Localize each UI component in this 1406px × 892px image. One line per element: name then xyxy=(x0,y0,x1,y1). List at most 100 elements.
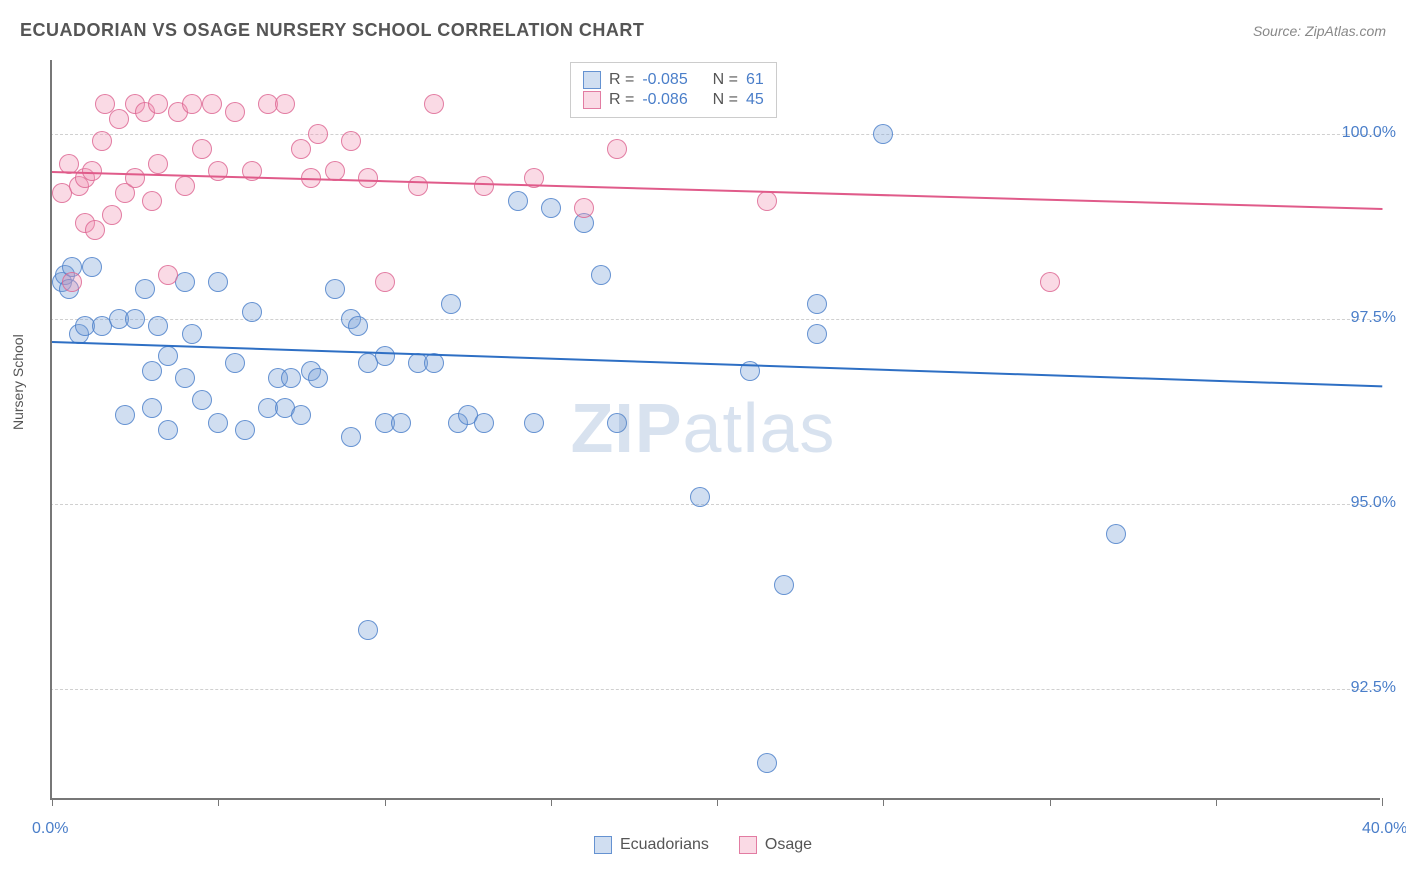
legend-n-label: N = xyxy=(713,71,738,89)
x-tick xyxy=(385,798,386,806)
scatter-point xyxy=(348,316,368,336)
scatter-point xyxy=(341,427,361,447)
scatter-point xyxy=(208,272,228,292)
scatter-point xyxy=(1106,524,1126,544)
scatter-point xyxy=(148,316,168,336)
x-tick-label: 0.0% xyxy=(32,820,68,838)
bottom-legend: Ecuadorians Osage xyxy=(0,836,1406,854)
trend-line xyxy=(52,171,1382,210)
scatter-point xyxy=(135,279,155,299)
scatter-point xyxy=(142,398,162,418)
scatter-point xyxy=(807,324,827,344)
bottom-legend-label: Ecuadorians xyxy=(620,836,709,854)
scatter-point xyxy=(158,420,178,440)
scatter-point xyxy=(308,124,328,144)
y-tick-label: 97.5% xyxy=(1336,309,1396,327)
scatter-point xyxy=(424,94,444,114)
x-tick xyxy=(551,798,552,806)
scatter-point xyxy=(242,302,262,322)
x-tick xyxy=(717,798,718,806)
bottom-legend-item: Ecuadorians xyxy=(594,836,709,854)
scatter-point xyxy=(158,265,178,285)
scatter-point xyxy=(607,139,627,159)
legend-n-label: N = xyxy=(713,91,738,109)
legend-r-value: -0.086 xyxy=(642,91,687,109)
scatter-point xyxy=(508,191,528,211)
chart-source: Source: ZipAtlas.com xyxy=(1253,23,1386,39)
x-tick xyxy=(1050,798,1051,806)
scatter-point xyxy=(774,575,794,595)
chart-header: ECUADORIAN VS OSAGE NURSERY SCHOOL CORRE… xyxy=(20,20,1386,41)
scatter-point xyxy=(308,368,328,388)
legend-row: R = -0.085 N = 61 xyxy=(583,71,764,89)
x-tick xyxy=(218,798,219,806)
y-tick-label: 92.5% xyxy=(1336,679,1396,697)
legend-swatch xyxy=(739,836,757,854)
scatter-point xyxy=(208,161,228,181)
scatter-point xyxy=(208,413,228,433)
x-tick xyxy=(883,798,884,806)
scatter-point xyxy=(142,361,162,381)
scatter-point xyxy=(82,257,102,277)
legend-swatch xyxy=(583,91,601,109)
scatter-point xyxy=(408,176,428,196)
y-tick-label: 95.0% xyxy=(1336,494,1396,512)
scatter-point xyxy=(175,368,195,388)
legend-n-value: 61 xyxy=(746,71,764,89)
scatter-point xyxy=(85,220,105,240)
scatter-point xyxy=(225,102,245,122)
bottom-legend-label: Osage xyxy=(765,836,812,854)
scatter-point xyxy=(391,413,411,433)
scatter-point xyxy=(690,487,710,507)
scatter-point xyxy=(115,405,135,425)
scatter-point xyxy=(109,109,129,129)
stats-legend: R = -0.085 N = 61R = -0.086 N = 45 xyxy=(570,62,777,118)
scatter-point xyxy=(62,272,82,292)
scatter-point xyxy=(125,168,145,188)
y-axis-label: Nursery School xyxy=(10,334,26,430)
scatter-point xyxy=(757,753,777,773)
scatter-point xyxy=(148,94,168,114)
scatter-point xyxy=(281,368,301,388)
scatter-point xyxy=(474,413,494,433)
x-tick xyxy=(1382,798,1383,806)
scatter-point xyxy=(591,265,611,285)
scatter-point xyxy=(358,620,378,640)
legend-swatch xyxy=(594,836,612,854)
scatter-point xyxy=(375,272,395,292)
scatter-point xyxy=(102,205,122,225)
legend-swatch xyxy=(583,71,601,89)
scatter-point xyxy=(125,309,145,329)
legend-r-label: R = xyxy=(609,71,634,89)
legend-row: R = -0.086 N = 45 xyxy=(583,91,764,109)
scatter-point xyxy=(192,390,212,410)
scatter-point xyxy=(142,191,162,211)
legend-r-label: R = xyxy=(609,91,634,109)
scatter-point xyxy=(148,154,168,174)
scatter-point xyxy=(325,279,345,299)
legend-n-value: 45 xyxy=(746,91,764,109)
legend-r-value: -0.085 xyxy=(642,71,687,89)
scatter-point xyxy=(807,294,827,314)
scatter-point xyxy=(474,176,494,196)
scatter-point xyxy=(358,168,378,188)
scatter-point xyxy=(92,131,112,151)
chart-title: ECUADORIAN VS OSAGE NURSERY SCHOOL CORRE… xyxy=(20,20,644,41)
bottom-legend-item: Osage xyxy=(739,836,812,854)
scatter-point xyxy=(275,94,295,114)
plot-area xyxy=(50,60,1380,800)
scatter-point xyxy=(182,324,202,344)
x-tick-label: 40.0% xyxy=(1362,820,1406,838)
scatter-point xyxy=(1040,272,1060,292)
scatter-point xyxy=(873,124,893,144)
trend-line xyxy=(52,341,1382,387)
scatter-point xyxy=(757,191,777,211)
scatter-point xyxy=(424,353,444,373)
scatter-point xyxy=(182,94,202,114)
scatter-point xyxy=(541,198,561,218)
scatter-point xyxy=(341,131,361,151)
scatter-point xyxy=(225,353,245,373)
scatter-point xyxy=(607,413,627,433)
scatter-point xyxy=(175,176,195,196)
scatter-point xyxy=(291,139,311,159)
